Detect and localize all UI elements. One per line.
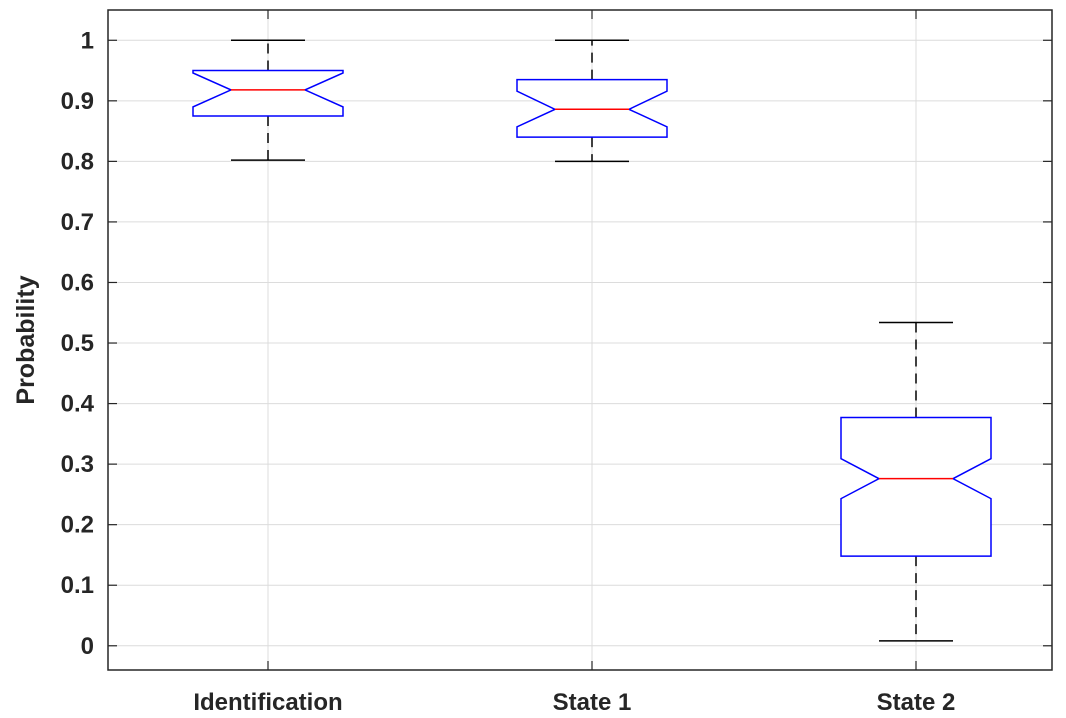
y-tick-label: 0.7 bbox=[61, 209, 94, 236]
box-series bbox=[192, 39, 992, 642]
y-tick-label: 0 bbox=[81, 633, 94, 660]
notched-box bbox=[516, 78, 668, 138]
y-tick-label: 1 bbox=[81, 27, 94, 54]
y-axis-title: Probability bbox=[12, 275, 40, 404]
y-tick-label: 0.1 bbox=[61, 572, 94, 599]
y-tick-label: 0.6 bbox=[61, 269, 94, 296]
box-3 bbox=[840, 321, 992, 642]
x-tick-label: State 2 bbox=[877, 689, 956, 716]
notched-box bbox=[192, 69, 344, 117]
y-tick-label: 0.8 bbox=[61, 148, 94, 175]
y-tick-label: 0.5 bbox=[61, 330, 94, 357]
x-tick-label: State 1 bbox=[553, 689, 632, 716]
axis-labels: 0 0.1 0.2 0.3 0.4 0.5 0.6 0.7 0.8 0.9 1 Identificat… bbox=[61, 27, 956, 716]
plot-area-frame bbox=[107, 9, 1053, 671]
box-1 bbox=[192, 39, 344, 161]
y-tick-label: 0.4 bbox=[61, 391, 95, 418]
y-tick-label: 0.2 bbox=[61, 512, 94, 539]
y-tick-label: 0.9 bbox=[61, 88, 94, 115]
y-tick-label: 0.3 bbox=[61, 451, 94, 478]
axis-ticks bbox=[108, 10, 1052, 670]
notched-box bbox=[840, 416, 992, 557]
box-2 bbox=[516, 39, 668, 163]
x-tick-label: Identification bbox=[193, 689, 342, 716]
